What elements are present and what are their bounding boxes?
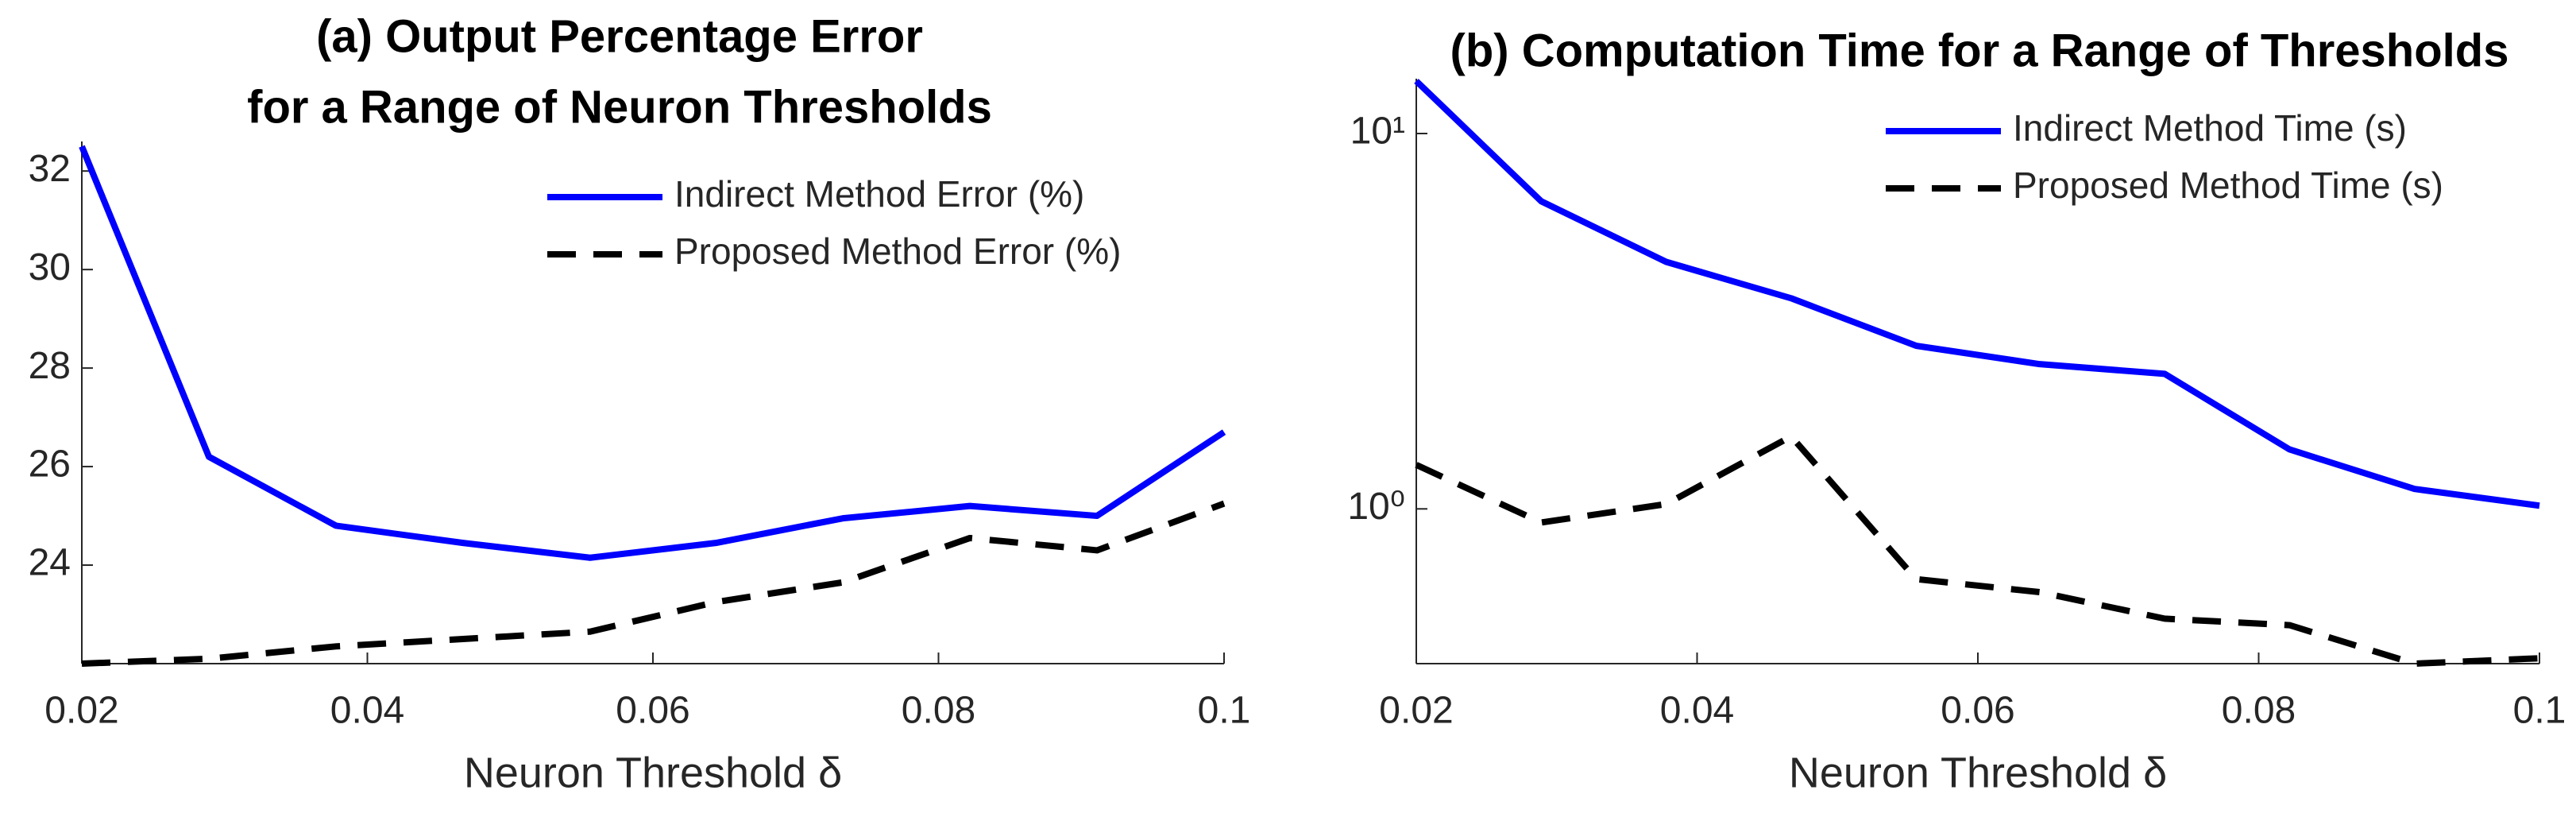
x-tick-label: 0.02 [1379,690,1453,732]
data-line [1415,433,2540,667]
legend-label: Indirect Method Error (%) [674,173,1084,215]
x-tick-label: 0.1 [1198,690,1251,732]
data-line [1414,79,2540,509]
chart-title: (b) Computation Time for a Range of Thre… [1450,25,2509,76]
y-tick-label: 32 [29,148,71,190]
y-tick-label: 10⁰ [1347,486,1405,528]
data-line [79,145,1226,561]
legend-label: Proposed Method Time (s) [2013,165,2443,206]
chart-title: (a) Output Percentage Error [316,10,923,62]
y-tick-label: 26 [29,443,71,486]
x-tick-label: 0.02 [44,690,118,732]
x-tick-label: 0.08 [2222,690,2296,732]
y-tick-label: 24 [29,542,71,584]
y-tick-label: 10¹ [1350,110,1405,153]
x-axis-label: Neuron Threshold δ [1789,749,2167,796]
x-tick-label: 0.1 [2513,690,2566,732]
x-axis-label: Neuron Threshold δ [464,749,842,796]
x-tick-label: 0.08 [902,690,975,732]
data-line [81,500,1226,667]
chart-title: for a Range of Neuron Thresholds [247,81,992,133]
y-tick-label: 28 [29,345,71,387]
legend-label: Proposed Method Error (%) [674,230,1121,272]
legend-label: Indirect Method Time (s) [2013,107,2407,149]
y-tick-label: 30 [29,246,71,289]
x-tick-label: 0.06 [1941,690,2014,732]
x-tick-label: 0.04 [330,690,404,732]
x-tick-label: 0.04 [1660,690,1734,732]
x-tick-label: 0.06 [616,690,689,732]
